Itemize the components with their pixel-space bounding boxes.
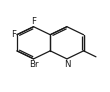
Text: Br: Br	[29, 60, 38, 69]
Text: F: F	[31, 17, 36, 26]
Text: F: F	[11, 30, 16, 39]
Text: N: N	[64, 60, 70, 69]
